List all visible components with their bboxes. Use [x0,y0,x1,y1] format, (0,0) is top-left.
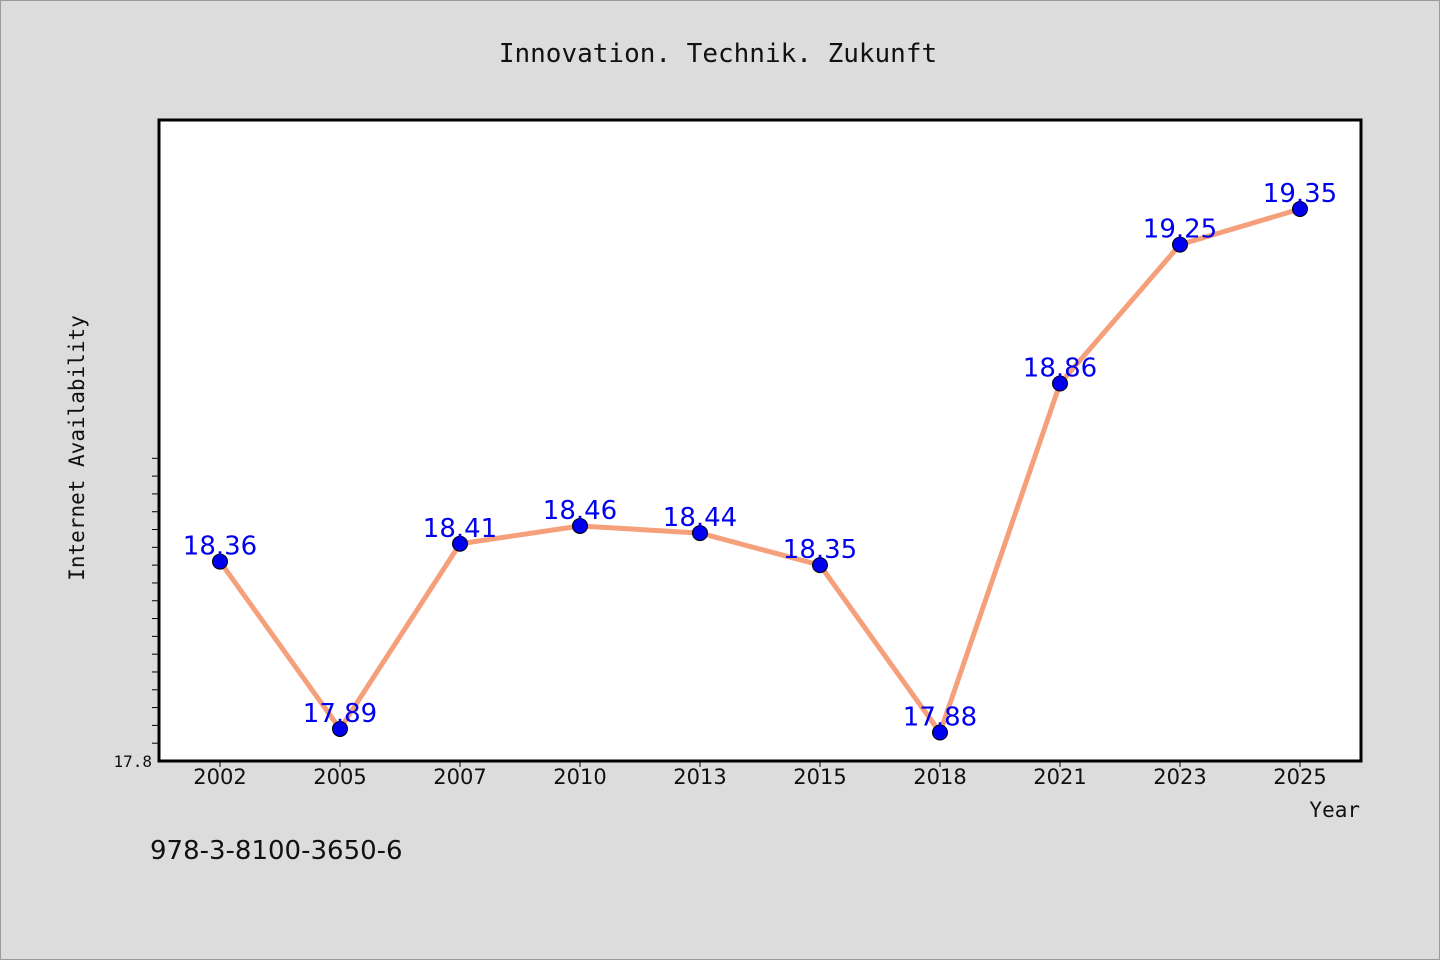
data-point-2002 [212,553,228,570]
y-axis-label: Internet Availability [65,315,89,581]
y-tick-label-17.8: 17.8 [113,752,152,771]
x-tick-label-2018: 2018 [913,765,966,789]
y-axis-ticks [152,457,159,744]
x-tick-label-2007: 2007 [433,765,486,789]
data-point-2005 [332,720,348,737]
x-axis-label: Year [1309,798,1360,822]
x-axis-ticks: 2002 2005 2007 2010 2013 2015 2018 2021 2023 2025 [193,761,1327,789]
data-point-2023 [1172,236,1188,253]
data-point-2013 [692,525,708,542]
series-group [212,201,1308,741]
isbn-text: 978-3-8100-3650-6 [150,836,403,866]
data-point-2025 [1292,201,1308,218]
data-label-2007: 18.41 [423,514,497,544]
data-labels-group: 18.36 17.89 18.41 18.46 18.44 18.35 17.88 18.86… [183,179,1337,732]
series-line [217,206,1301,736]
x-tick-label-2025: 2025 [1273,765,1326,789]
data-label-2015: 18.35 [783,535,857,565]
x-tick-label-2002: 2002 [193,765,246,789]
x-tick-label-2023: 2023 [1153,765,1206,789]
x-tick-label-2005: 2005 [313,765,366,789]
data-point-2021 [1052,375,1068,392]
data-point-2018 [932,724,948,741]
plot-area [157,118,1363,763]
data-label-2013: 18.44 [663,503,737,533]
data-label-2018: 17.88 [903,703,977,733]
x-tick-label-2013: 2013 [673,765,726,789]
data-label-2005: 17.89 [303,699,377,729]
x-tick-label-2021: 2021 [1033,765,1086,789]
data-label-2025: 19.35 [1263,179,1337,209]
data-point-2015 [812,557,828,574]
data-point-2010 [572,517,588,534]
x-tick-label-2010: 2010 [553,765,606,789]
x-tick-label-2015: 2015 [793,765,846,789]
data-label-2021: 18.86 [1023,354,1097,384]
data-label-2023: 19.25 [1143,215,1217,245]
data-label-2010: 18.46 [543,496,617,526]
data-point-2007 [452,535,468,552]
data-label-2002: 18.36 [183,532,257,562]
chart-title: Innovation. Technik. Zukunft [499,39,937,69]
